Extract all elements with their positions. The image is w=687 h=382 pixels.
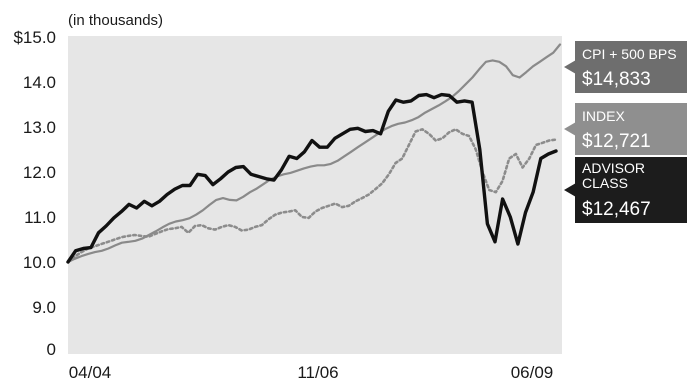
x-tick-label: 04/04 [69,363,112,382]
series-line [66,92,558,264]
series-end-value: $14,833 [582,69,651,90]
label-pointer [564,183,576,197]
x-tick-label: 06/09 [511,363,554,382]
index-end-label-box [575,103,687,155]
y-tick-label: 14.0 [23,73,56,92]
y-tick-label: 11.0 [24,208,56,227]
plot-background [68,36,562,354]
series-name-label: CPI + 500 BPS [582,46,677,62]
y-tick-label: 10.0 [23,253,56,272]
y-axis: $15.0 14.0 13.0 12.0 11.0 10.0 9.0 0 [13,28,56,359]
series-end-value: $12,721 [582,131,651,152]
series-line [66,128,558,264]
series-layer [66,43,562,264]
x-axis: 04/04 11/06 06/09 [69,363,554,382]
advisor-end-label-box [575,157,687,223]
y-tick-label: 12.0 [23,163,56,182]
series-line [66,43,562,264]
cpi-end-label-box [575,41,687,93]
label-pointer [564,122,576,136]
axis-break-notch [562,312,572,332]
unit-note: (in thousands) [68,12,163,29]
y-tick-label: 13.0 [23,118,56,137]
y-tick-label: 9.0 [32,298,56,317]
series-end-value: $12,467 [582,199,651,220]
end-labels: CPI + 500 BPS $14,833 INDEX $12,721 ADVISOR C… [564,41,687,223]
y-tick-label: 0 [47,340,56,359]
y-tick-label: $15.0 [13,28,56,47]
x-tick-label: 11/06 [297,363,338,382]
label-pointer [564,60,576,74]
series-name-label: ADVISOR CLASS [582,160,645,191]
axis-break-mark [562,312,572,332]
series-name-label: INDEX [582,108,625,124]
